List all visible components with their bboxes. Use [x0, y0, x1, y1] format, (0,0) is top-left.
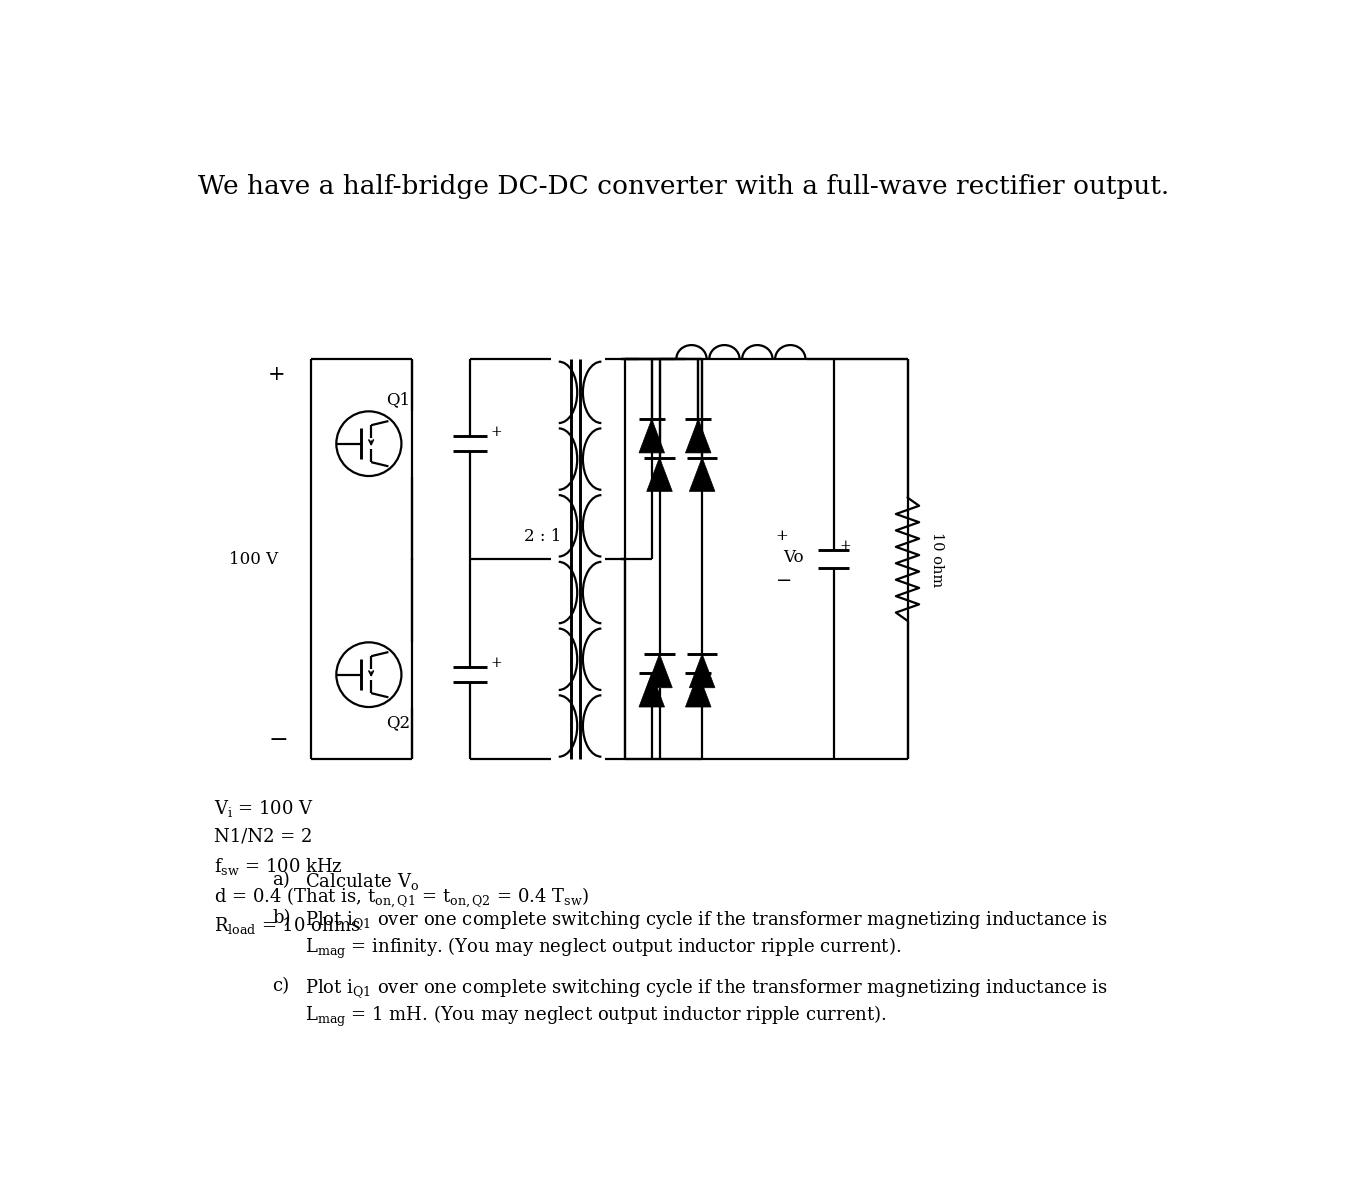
Polygon shape: [689, 654, 715, 688]
Text: $\mathregular{f_{sw}}$ = 100 kHz: $\mathregular{f_{sw}}$ = 100 kHz: [214, 857, 342, 877]
Text: Calculate $\mathregular{V_o}$: Calculate $\mathregular{V_o}$: [304, 871, 419, 892]
Text: d = 0.4 (That is, $\mathregular{t_{on,Q1}}$ = $\mathregular{t_{on,Q2}}$ = 0.4 $\: d = 0.4 (That is, $\mathregular{t_{on,Q1…: [214, 885, 589, 910]
Text: Plot $\mathregular{i_{Q1}}$ over one complete switching cycle if the transformer: Plot $\mathregular{i_{Q1}}$ over one com…: [304, 909, 1107, 961]
Text: +: +: [775, 530, 789, 543]
Text: +: +: [269, 365, 286, 384]
Text: 2 : 1: 2 : 1: [523, 527, 562, 545]
Text: Plot $\mathregular{i_{Q1}}$ over one complete switching cycle if the transformer: Plot $\mathregular{i_{Q1}}$ over one com…: [304, 978, 1107, 1028]
Text: We have a half-bridge DC-DC converter with a full-wave rectifier output.: We have a half-bridge DC-DC converter wi…: [197, 174, 1169, 199]
Text: Vo: Vo: [784, 550, 804, 566]
Text: Q2: Q2: [386, 714, 410, 730]
Text: +: +: [490, 656, 503, 670]
Text: a): a): [273, 871, 289, 889]
Text: +: +: [490, 426, 503, 440]
Polygon shape: [647, 457, 673, 492]
Text: 100 V: 100 V: [229, 551, 278, 567]
Polygon shape: [638, 673, 664, 707]
Polygon shape: [685, 420, 711, 453]
Polygon shape: [647, 654, 673, 688]
Polygon shape: [685, 673, 711, 707]
Text: c): c): [273, 978, 289, 995]
Text: +: +: [840, 539, 851, 553]
Text: b): b): [273, 909, 290, 928]
Polygon shape: [638, 420, 664, 453]
Text: Q1: Q1: [386, 391, 410, 408]
Polygon shape: [689, 457, 715, 492]
Text: −: −: [269, 728, 288, 752]
Text: N1/N2 = 2: N1/N2 = 2: [214, 827, 312, 845]
Text: $\mathregular{R_{load}}$ = 10 ohms: $\mathregular{R_{load}}$ = 10 ohms: [214, 915, 360, 936]
Text: 10 ohm: 10 ohm: [930, 532, 944, 586]
Text: $\mathregular{V_i}$ = 100 V: $\mathregular{V_i}$ = 100 V: [214, 798, 314, 819]
Text: −: −: [775, 572, 792, 590]
